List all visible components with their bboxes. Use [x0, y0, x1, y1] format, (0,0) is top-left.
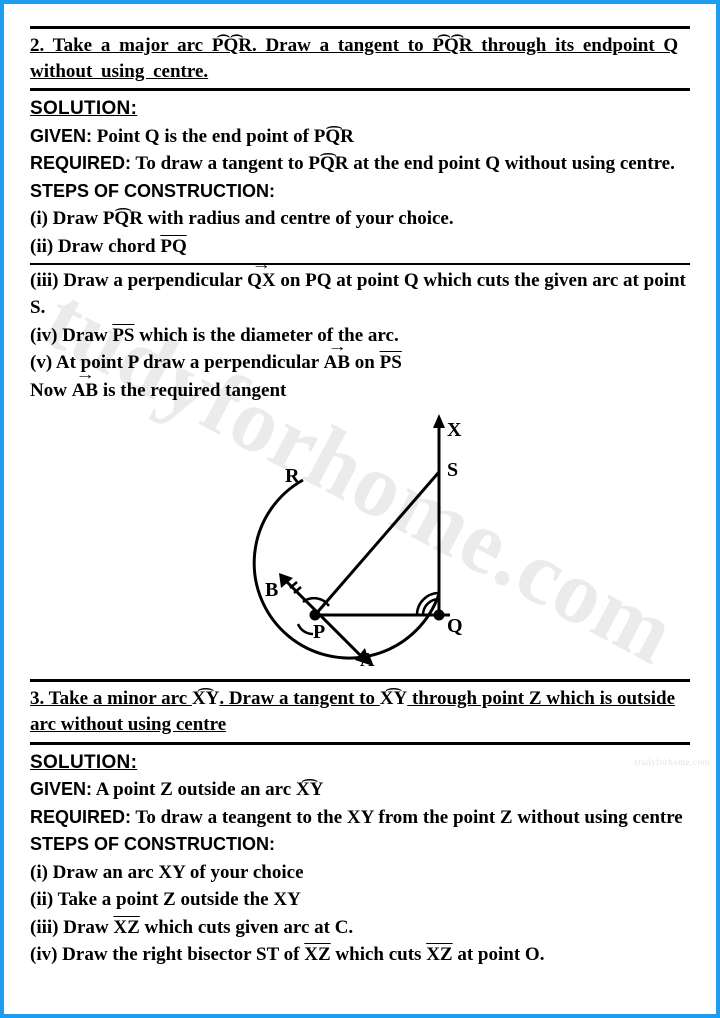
- diagram-label-r: R: [285, 465, 300, 487]
- diagram-label-b: B: [265, 579, 278, 601]
- q2-step-5: (v) At point P draw a perpendicular AB o…: [30, 349, 690, 377]
- q3-title-a: 3. Take a minor arc: [30, 688, 192, 709]
- q3-required-text: To draw a teangent to the XY from the po…: [131, 807, 683, 828]
- rule-before-q3: [30, 679, 690, 682]
- q2-required-line: REQUIRED: To draw a tangent to PQR at th…: [30, 150, 690, 178]
- q2-s2a: (ii) Draw chord: [30, 236, 160, 257]
- q2-step-4: (iv) Draw PS which is the diameter of th…: [30, 322, 690, 350]
- q3-title-arc1: XY: [192, 686, 219, 712]
- q2-s2bar: PQ: [160, 236, 186, 257]
- q3-s4a: (iv) Draw the right bisector ST of: [30, 944, 304, 965]
- diagram-label-a: A: [360, 649, 375, 670]
- q2-step-1: (i) Draw PQR with radius and centre of y…: [30, 205, 690, 233]
- q2-s4a: (iv) Draw: [30, 325, 112, 346]
- q3-s3a: (iii) Draw: [30, 917, 113, 938]
- q2-title: 2. Take a major arc P͡Q͡R. Draw a tangen…: [30, 33, 690, 84]
- q3-s4b: which cuts: [331, 944, 427, 965]
- q3-title-b: . Draw a tangent to: [219, 688, 379, 709]
- q3-s3b: which cuts given arc at C.: [140, 917, 353, 938]
- q2-s3vec: QX: [247, 267, 276, 295]
- q3-given-arc: XY: [296, 776, 323, 804]
- q2-solution-label: SOLUTION:: [30, 98, 137, 119]
- q3-required-line: REQUIRED: To draw a teangent to the XY f…: [30, 804, 690, 832]
- q2-required-text2: at the end point Q without using centre.: [348, 153, 674, 174]
- q2-s6b: is the required tangent: [98, 380, 286, 401]
- corner-watermark: studyforhome.com: [634, 757, 710, 767]
- q2-s1b: with radius and centre of your choice.: [143, 208, 454, 229]
- q3-step-3: (iii) Draw XZ which cuts given arc at C.: [30, 914, 690, 942]
- q2-step-3: (iii) Draw a perpendicular QX on PQ at p…: [30, 267, 690, 322]
- rule-top: [30, 26, 690, 29]
- q3-step-4: (iv) Draw the right bisector ST of XZ wh…: [30, 941, 690, 969]
- q3-step-1: (i) Draw an arc XY of your choice: [30, 859, 690, 887]
- q3-steps-label: STEPS OF CONSTRUCTION:: [30, 834, 275, 854]
- rule-mid-1: [30, 263, 690, 265]
- q3-s4bar1: XZ: [304, 944, 330, 965]
- q2-step-6: Now AB is the required tangent: [30, 377, 690, 405]
- q3-s4bar2: XZ: [426, 944, 452, 965]
- q2-step-2: (ii) Draw chord PQ: [30, 233, 690, 261]
- q2-s3a: (iii) Draw a perpendicular: [30, 270, 247, 291]
- q2-given-text: Point Q is the end point of: [92, 126, 314, 147]
- q2-s1arc: PQR: [103, 205, 143, 233]
- q2-s6vec: AB: [72, 377, 98, 405]
- q2-s4b: which is the diameter of the arc.: [135, 325, 399, 346]
- q3-step-2: (ii) Take a point Z outside the XY: [30, 886, 690, 914]
- q2-s5bar: PS: [380, 352, 402, 373]
- rule-after-q2-title: [30, 88, 690, 91]
- q2-s4bar: PS: [112, 325, 134, 346]
- q3-title-arc2: XY: [380, 686, 407, 712]
- q3-required-label: REQUIRED:: [30, 807, 131, 827]
- q3-given-label: GIVEN:: [30, 779, 92, 799]
- diagram-label-x: X: [447, 419, 462, 441]
- q2-required-label: REQUIRED:: [30, 153, 131, 173]
- q3-title: 3. Take a minor arc XY. Draw a tangent t…: [30, 686, 690, 737]
- q3-given-text: A point Z outside an arc: [92, 779, 296, 800]
- q3-s3bar: XZ: [113, 917, 139, 938]
- q2-s5vec: AB: [324, 349, 350, 377]
- rule-after-q3-title: [30, 742, 690, 745]
- q2-required-arc: PQR: [308, 150, 348, 178]
- q3-s4c: at point O.: [453, 944, 545, 965]
- q2-given-label: GIVEN:: [30, 126, 92, 146]
- q3-solution-label: SOLUTION:: [30, 752, 137, 773]
- diagram-label-q: Q: [447, 615, 463, 637]
- q2-required-text: To draw a tangent to: [131, 153, 308, 174]
- q2-diagram: X R S P Q A B: [30, 410, 690, 675]
- q2-s6a: Now: [30, 380, 72, 401]
- diagram-label-p: P: [313, 621, 325, 643]
- diagram-label-s: S: [447, 459, 458, 481]
- q3-given-line: GIVEN: A point Z outside an arc XY: [30, 776, 690, 804]
